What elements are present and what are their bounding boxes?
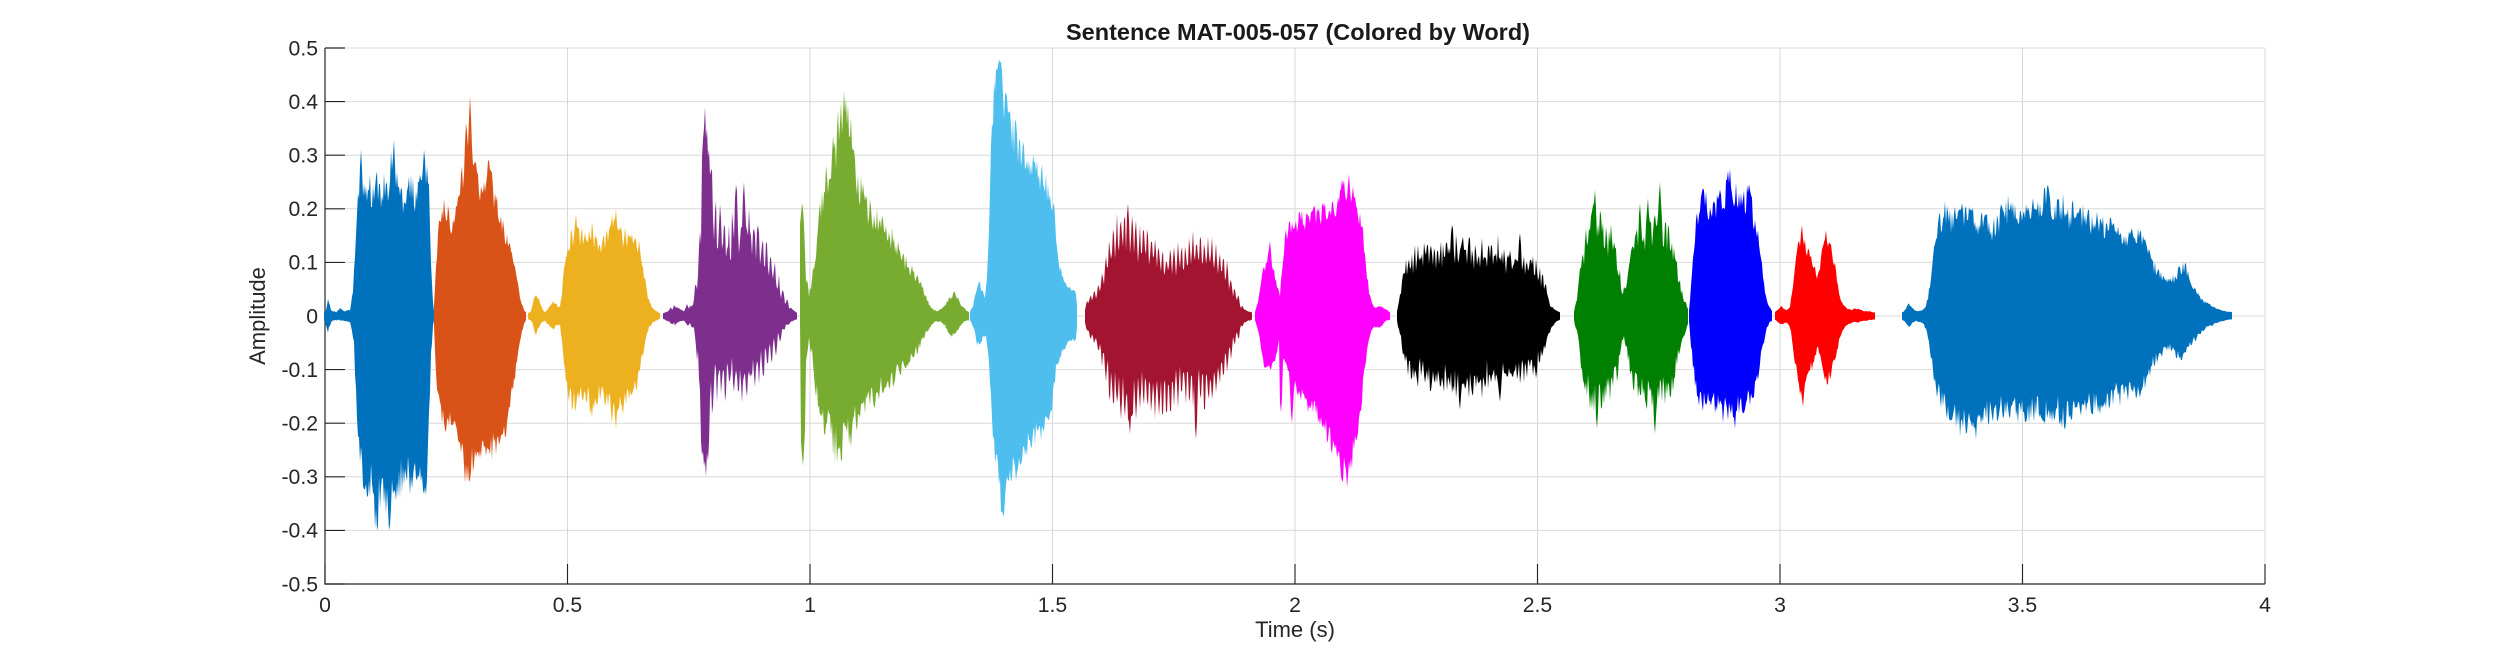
svg-text:-0.1: -0.1	[281, 359, 318, 382]
svg-text:1.5: 1.5	[1038, 594, 1067, 617]
svg-text:0: 0	[306, 305, 318, 328]
svg-text:1: 1	[804, 594, 816, 617]
svg-text:-0.3: -0.3	[281, 466, 318, 489]
svg-text:-0.5: -0.5	[281, 573, 318, 596]
svg-text:3.5: 3.5	[2008, 594, 2037, 617]
svg-text:Sentence MAT-005-057 (Colored: Sentence MAT-005-057 (Colored by Word)	[1066, 19, 1530, 45]
svg-text:0.5: 0.5	[553, 594, 582, 617]
svg-text:2.5: 2.5	[1523, 594, 1552, 617]
svg-text:0.1: 0.1	[289, 252, 318, 275]
svg-text:0.3: 0.3	[289, 145, 318, 168]
svg-text:Time (s): Time (s)	[1255, 617, 1335, 642]
svg-text:4: 4	[2259, 594, 2271, 617]
svg-text:-0.2: -0.2	[281, 413, 318, 436]
svg-text:0.2: 0.2	[289, 198, 318, 221]
svg-text:0.4: 0.4	[289, 91, 319, 114]
svg-text:3: 3	[1774, 594, 1786, 617]
svg-text:0: 0	[319, 594, 331, 617]
svg-text:Amplitude: Amplitude	[245, 267, 270, 365]
svg-text:2: 2	[1289, 594, 1301, 617]
svg-text:0.5: 0.5	[289, 37, 318, 60]
svg-text:-0.4: -0.4	[281, 520, 318, 543]
